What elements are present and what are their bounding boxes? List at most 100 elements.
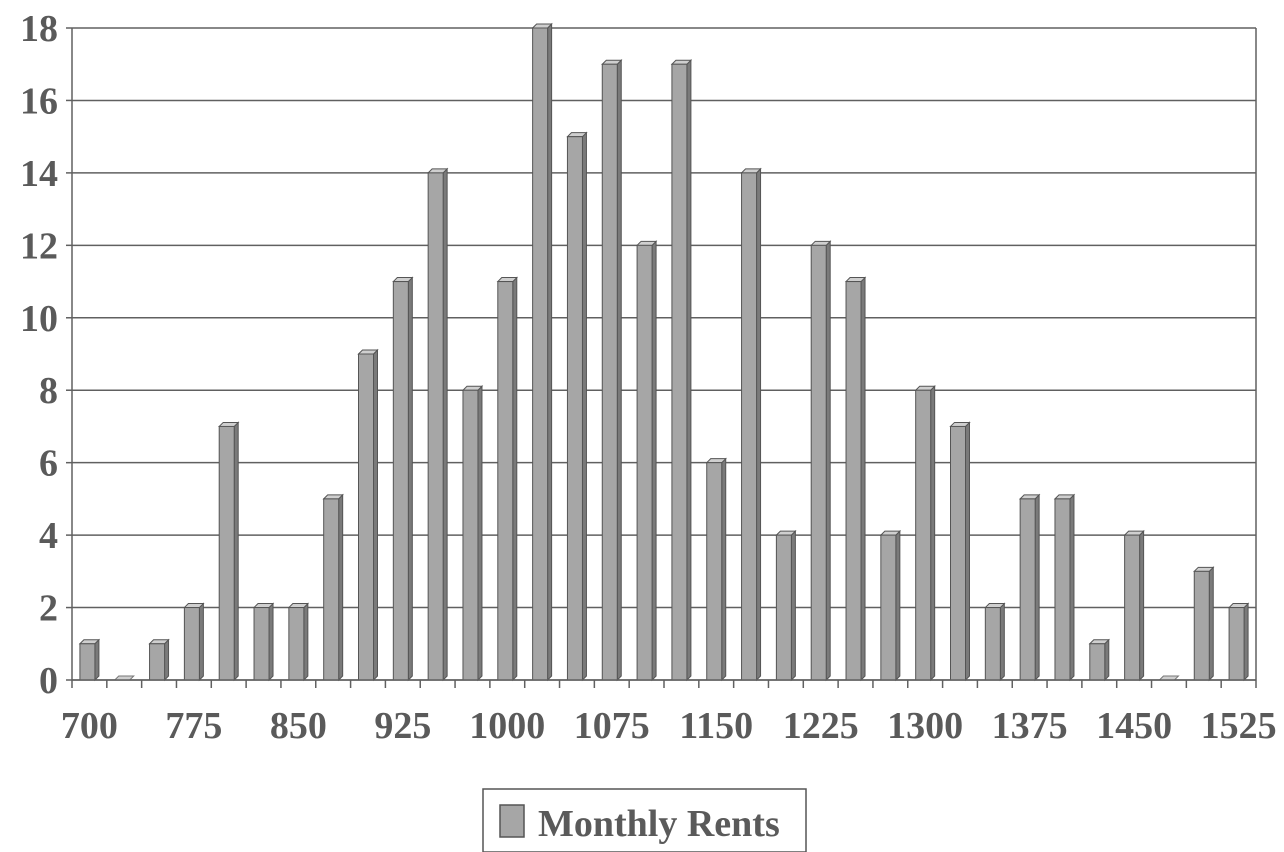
bar-top <box>322 494 344 500</box>
bar-side <box>721 457 727 682</box>
bar-top <box>1088 639 1111 645</box>
bar <box>1227 602 1250 682</box>
bar-face <box>358 353 374 681</box>
bar-side <box>965 421 970 682</box>
bar <box>322 493 344 682</box>
bar <box>1088 638 1111 682</box>
bar-face <box>497 281 514 681</box>
bar-face <box>671 63 688 681</box>
bar <box>287 602 310 682</box>
bar-side <box>1069 493 1075 682</box>
bar-top <box>183 603 205 609</box>
bar <box>740 167 762 682</box>
bar <box>461 385 484 682</box>
bar-face <box>288 607 305 681</box>
x-tick-label: 1000 <box>469 705 545 747</box>
bar-top <box>984 603 1006 609</box>
x-tick-label: 775 <box>165 705 222 747</box>
bar-side <box>512 276 518 682</box>
bar-side <box>268 602 274 682</box>
bar-face <box>1089 643 1106 681</box>
bar-top <box>566 132 588 138</box>
bar-top <box>287 603 310 609</box>
bar <box>601 59 623 682</box>
x-tick-label: 1525 <box>1201 705 1277 747</box>
y-tick-label: 4 <box>39 515 58 557</box>
bar <box>426 167 449 682</box>
x-tick-label: 700 <box>61 705 118 747</box>
bar-face <box>183 607 200 681</box>
bar <box>392 276 414 682</box>
bar <box>670 59 693 682</box>
bar-side <box>94 638 100 682</box>
bar-top <box>217 421 240 427</box>
bar-top <box>914 385 936 391</box>
bar <box>78 638 101 682</box>
y-tick-label: 8 <box>39 370 58 412</box>
bar-side <box>547 22 553 682</box>
bar-top <box>496 277 519 283</box>
bar <box>217 421 240 682</box>
bar-face <box>1193 570 1210 681</box>
bar <box>775 529 797 682</box>
bar-side <box>1139 529 1145 682</box>
bar-side <box>895 529 901 682</box>
bar-side <box>477 385 483 682</box>
bar <box>914 385 936 682</box>
y-tick-label: 12 <box>20 225 58 267</box>
bar <box>1018 493 1041 682</box>
y-tick-label: 18 <box>20 8 58 50</box>
bar <box>183 602 205 682</box>
bar-side <box>999 602 1005 682</box>
bar-top <box>78 639 101 645</box>
bar-face <box>462 389 479 681</box>
bar-face <box>950 425 966 681</box>
y-tick-label: 16 <box>20 80 58 122</box>
bar-side <box>1243 602 1249 682</box>
x-tick-label: 1150 <box>679 705 753 747</box>
y-tick-label: 10 <box>20 298 58 340</box>
x-tick-label: 925 <box>374 705 431 747</box>
bar-face <box>984 607 1001 681</box>
bar-top <box>357 349 379 355</box>
bar-face <box>601 63 618 681</box>
bar-top <box>1193 566 1215 572</box>
bar-top <box>392 277 414 283</box>
bar-side <box>686 59 692 682</box>
bar-side <box>930 385 936 682</box>
x-tick-label: 1450 <box>1096 705 1172 747</box>
bar-top <box>601 59 623 65</box>
y-axis: 0 2 4 6 8 10 12 14 16 18 <box>20 8 73 702</box>
bar-face <box>706 462 723 681</box>
bar <box>252 602 275 682</box>
bar-face <box>566 136 583 681</box>
bar-face <box>880 534 897 681</box>
bar-side <box>1104 638 1110 682</box>
bar-face <box>1054 498 1071 681</box>
bar-side <box>303 602 309 682</box>
bar-top <box>670 59 693 65</box>
bar <box>1193 566 1215 682</box>
bar-top <box>949 421 971 427</box>
gridlines <box>72 27 1257 681</box>
bar <box>531 22 553 682</box>
bar-side <box>1208 566 1214 682</box>
legend-box <box>482 788 807 852</box>
bar-face <box>1228 607 1245 681</box>
bar-face <box>741 172 758 681</box>
bar-side <box>442 167 448 682</box>
bar-top <box>879 530 902 536</box>
bar-face <box>218 425 235 681</box>
y-tick-label: 0 <box>39 660 58 702</box>
bar-top <box>844 277 867 283</box>
x-tick-label: 850 <box>270 705 327 747</box>
bar-top <box>1018 494 1041 500</box>
bar-side <box>338 493 344 682</box>
bar-top <box>531 23 553 29</box>
bar-side <box>860 276 866 682</box>
bar-face <box>323 498 340 681</box>
bar <box>566 131 588 682</box>
bar-face <box>1019 498 1036 681</box>
bar <box>949 421 971 682</box>
bar <box>496 276 519 682</box>
